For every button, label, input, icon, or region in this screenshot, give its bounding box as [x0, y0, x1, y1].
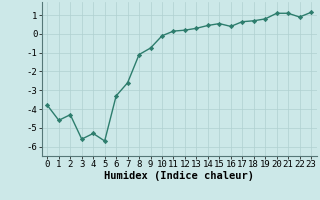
- X-axis label: Humidex (Indice chaleur): Humidex (Indice chaleur): [104, 171, 254, 181]
